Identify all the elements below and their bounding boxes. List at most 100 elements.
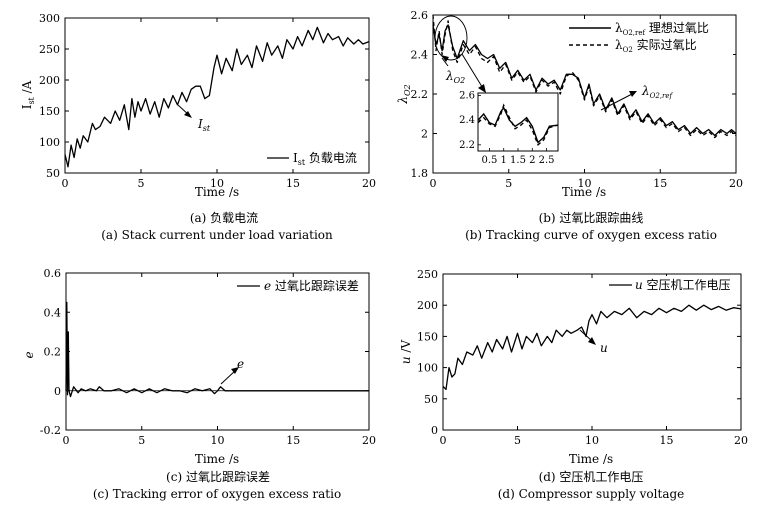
panel-b: 0 5 10 15 20 1.8 2 2.2 2.4 2.6 Time /s λO2 λO2,re… bbox=[396, 9, 743, 242]
svg-text:e: e bbox=[237, 357, 244, 371]
y-axis-label-d: u /V bbox=[399, 340, 413, 365]
ticks-a: 0 5 10 15 20 50 100 150 200 250 300 bbox=[39, 12, 376, 190]
y-tick-label: 1.8 bbox=[411, 167, 429, 180]
y-tick-label: 250 bbox=[39, 43, 60, 56]
x-axis-label-d: Time /s bbox=[569, 452, 613, 466]
y-tick-label: 150 bbox=[39, 105, 60, 118]
x-tick-label: 20 bbox=[729, 177, 743, 190]
series-line-a-0 bbox=[64, 26, 370, 168]
legend-d: u 空压机工作电压 bbox=[605, 276, 738, 294]
x-tick-label: 0 bbox=[430, 177, 437, 190]
x-tick-label: 10 bbox=[585, 434, 599, 447]
caption-en-d: (d) Compressor supply voltage bbox=[498, 487, 685, 501]
svg-text:λO2,ref: λO2,ref bbox=[641, 84, 674, 100]
svg-text:u: u bbox=[600, 341, 608, 355]
caption-en-b: (b) Tracking curve of oxygen excess rati… bbox=[465, 228, 717, 242]
caption-en-a: (a) Stack current under load variation bbox=[101, 228, 333, 242]
x-tick-label: 5 bbox=[138, 177, 145, 190]
svg-text:Ist: Ist bbox=[197, 117, 211, 133]
x-tick-label: 20 bbox=[734, 434, 748, 447]
svg-text:e 过氧比跟踪误差: e 过氧比跟踪误差 bbox=[264, 279, 359, 293]
series-a bbox=[64, 26, 370, 168]
x-tick-label: 15 bbox=[660, 434, 674, 447]
series-line-d-0 bbox=[442, 304, 742, 391]
legend-a: Ist 负载电流 bbox=[262, 148, 364, 168]
inset-y-tick-label: 2.2 bbox=[459, 140, 475, 151]
legend-b: λO2,ref 理想过氧比 λO2 实际过氧比 bbox=[565, 19, 733, 55]
y-tick-label: 0.4 bbox=[44, 306, 62, 319]
inset-x-tick-label: 1 bbox=[501, 155, 507, 166]
caption-cn-d: (d) 空压机工作电压 bbox=[539, 470, 644, 484]
x-tick-label: 0 bbox=[440, 434, 447, 447]
x-tick-label: 0 bbox=[63, 434, 70, 447]
x-axis-label-b: Time /s bbox=[562, 185, 606, 199]
x-axis-label-a: Time /s bbox=[195, 185, 239, 199]
series-line-c-0 bbox=[65, 301, 369, 398]
inset-series-line-1 bbox=[477, 103, 559, 146]
y-tick-label: 50 bbox=[46, 167, 60, 180]
y-tick-label: 200 bbox=[417, 299, 438, 312]
y-tick-label: 150 bbox=[417, 330, 438, 343]
annotation-a: Ist bbox=[177, 104, 211, 133]
x-tick-label: 20 bbox=[362, 434, 376, 447]
ticks-c: 0 5 10 15 20-0.200.20.40.6 bbox=[40, 267, 376, 447]
inset-series-line-0 bbox=[477, 106, 559, 144]
y-tick-label: 0.2 bbox=[44, 346, 62, 359]
caption-cn-c: (c) 过氧比跟踪误差 bbox=[166, 470, 270, 484]
y-tick-label: 2.4 bbox=[411, 49, 429, 62]
x-tick-label: 10 bbox=[210, 177, 224, 190]
ticks-b: 0 5 10 15 20 1.8 2 2.2 2.4 2.6 bbox=[411, 9, 744, 190]
inset-x-tick-label: 2.5 bbox=[539, 155, 555, 166]
x-tick-label: 10 bbox=[578, 177, 592, 190]
y-tick-label: 2.2 bbox=[411, 88, 429, 101]
panel-a: 0 5 10 15 20 50 100 150 200 250 300 Time /s Ist /A… bbox=[20, 12, 376, 242]
inset-x-tick-label: 2 bbox=[529, 155, 535, 166]
y-tick-label: 200 bbox=[39, 74, 60, 87]
zoom-circle-b bbox=[434, 15, 468, 61]
series-line-b-1 bbox=[432, 14, 737, 139]
series-b bbox=[432, 14, 737, 139]
annotation-c: e bbox=[220, 357, 244, 385]
y-axis-label-a: Ist /A bbox=[20, 80, 36, 109]
x-tick-label: 15 bbox=[653, 177, 667, 190]
y-tick-label: 300 bbox=[39, 12, 60, 25]
caption-en-c: (c) Tracking error of oxygen excess rati… bbox=[93, 487, 341, 501]
panel-c: 0 5 10 15 20-0.200.20.40.6 Time /s e e 过氧比跟踪… bbox=[22, 267, 376, 501]
y-tick-label: 0.6 bbox=[44, 267, 62, 280]
x-tick-label: 5 bbox=[138, 434, 145, 447]
inset-y-tick-label: 2.4 bbox=[459, 115, 475, 126]
x-tick-label: 20 bbox=[362, 177, 376, 190]
y-tick-label: 0 bbox=[54, 385, 61, 398]
inset-x-tick-label: 0.5 bbox=[481, 155, 497, 166]
x-tick-label: 15 bbox=[286, 434, 300, 447]
caption-cn-b: (b) 过氧比跟踪曲线 bbox=[539, 211, 644, 225]
y-tick-label: -0.2 bbox=[40, 424, 61, 437]
annotation-b-ref: λO2,ref bbox=[600, 84, 674, 111]
series-c bbox=[65, 301, 369, 398]
series-line-b-0 bbox=[432, 24, 737, 137]
svg-text:Ist 负载电流: Ist 负载电流 bbox=[293, 151, 357, 167]
x-tick-label: 5 bbox=[505, 177, 512, 190]
y-tick-label: 2.6 bbox=[411, 9, 429, 22]
legend-c: e 过氧比跟踪误差 bbox=[232, 277, 366, 295]
y-tick-label: 50 bbox=[424, 393, 438, 406]
inset-series-b bbox=[477, 103, 559, 146]
plot-frame-c bbox=[65, 272, 370, 431]
y-tick-label: 100 bbox=[39, 136, 60, 149]
y-tick-label: 100 bbox=[417, 362, 438, 375]
caption-cn-a: (a) 负载电流 bbox=[190, 211, 258, 225]
y-tick-label: 0 bbox=[431, 424, 438, 437]
series-d bbox=[442, 304, 742, 391]
inset-y-tick-label: 2.6 bbox=[459, 90, 475, 101]
inset-b: 0.5 1 1.5 2 2.5 2.2 2.4 2.6 bbox=[459, 90, 559, 166]
y-axis-label-c: e bbox=[22, 351, 36, 358]
x-tick-label: 15 bbox=[286, 177, 300, 190]
x-tick-label: 10 bbox=[211, 434, 225, 447]
svg-text:u 空压机工作电压: u 空压机工作电压 bbox=[635, 278, 731, 292]
y-axis-label-b: λO2 bbox=[396, 84, 412, 104]
x-tick-label: 5 bbox=[514, 434, 521, 447]
y-tick-label: 250 bbox=[417, 268, 438, 281]
